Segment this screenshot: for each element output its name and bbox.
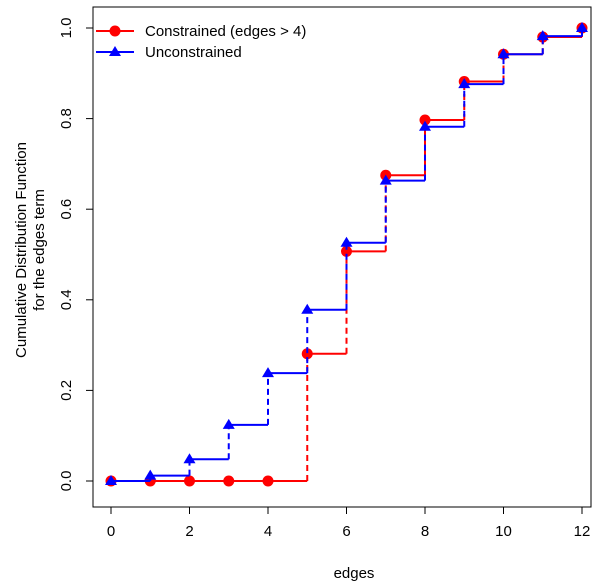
legend-entry-unconstrained: Unconstrained bbox=[96, 44, 242, 61]
data-point-triangle bbox=[419, 120, 431, 131]
data-point-triangle bbox=[536, 30, 549, 41]
x-axis-title: edges bbox=[334, 565, 375, 582]
data-point-circle bbox=[262, 475, 274, 487]
y-tick-label: 0.4 bbox=[58, 289, 75, 310]
y-axis-title: Cumulative Distribution Function for the… bbox=[13, 142, 48, 358]
data-point-triangle bbox=[222, 418, 235, 429]
legend: Constrained (edges > 4) Unconstrained bbox=[96, 23, 306, 61]
y-tick-label: 0.8 bbox=[58, 108, 75, 129]
y-tick-label: 0.2 bbox=[58, 380, 75, 401]
x-tick-label: 4 bbox=[264, 523, 272, 540]
plot-frame bbox=[92, 6, 592, 508]
y-axis-title-line-2: for the edges term bbox=[31, 189, 48, 311]
y-axis-title-line-1: Cumulative Distribution Function bbox=[13, 142, 30, 358]
y-tick-label: 0.0 bbox=[58, 471, 75, 492]
data-point-circle bbox=[419, 114, 431, 126]
x-tick-label: 6 bbox=[342, 523, 350, 540]
data-point-circle bbox=[341, 245, 352, 257]
x-tick-label: 10 bbox=[495, 523, 512, 540]
x-axis: 0 2 4 6 8 10 12 bbox=[107, 506, 591, 540]
data-point-triangle bbox=[183, 453, 196, 464]
data-point-triangle bbox=[301, 303, 314, 314]
y-tick-label: 0.6 bbox=[58, 199, 75, 220]
series-layer bbox=[105, 22, 588, 487]
data-point-triangle bbox=[458, 78, 471, 89]
data-point-triangle bbox=[144, 469, 157, 480]
data-point-triangle bbox=[262, 367, 274, 378]
legend-label-unconstrained: Unconstrained bbox=[145, 44, 242, 61]
legend-marker-unconstrained bbox=[109, 46, 121, 56]
legend-marker-constrained bbox=[109, 25, 121, 37]
legend-entry-constrained: Constrained (edges > 4) bbox=[96, 23, 306, 40]
legend-label-constrained: Constrained (edges > 4) bbox=[145, 23, 306, 40]
data-point-triangle bbox=[497, 48, 510, 59]
series-unconstrained bbox=[105, 22, 588, 485]
data-point-circle bbox=[184, 475, 195, 487]
data-point-circle bbox=[223, 475, 235, 487]
x-tick-label: 12 bbox=[574, 523, 591, 540]
data-point-triangle bbox=[576, 22, 588, 32]
x-tick-label: 0 bbox=[107, 523, 115, 540]
y-axis: 0.0 0.2 0.4 0.6 0.8 1.0 bbox=[58, 18, 94, 492]
x-tick-label: 8 bbox=[421, 523, 429, 540]
data-point-circle bbox=[301, 348, 313, 360]
data-point-triangle bbox=[340, 236, 353, 247]
x-tick-label: 2 bbox=[185, 523, 193, 540]
data-point-triangle bbox=[105, 475, 117, 485]
data-point-triangle bbox=[379, 174, 392, 185]
y-tick-label: 1.0 bbox=[58, 18, 75, 39]
